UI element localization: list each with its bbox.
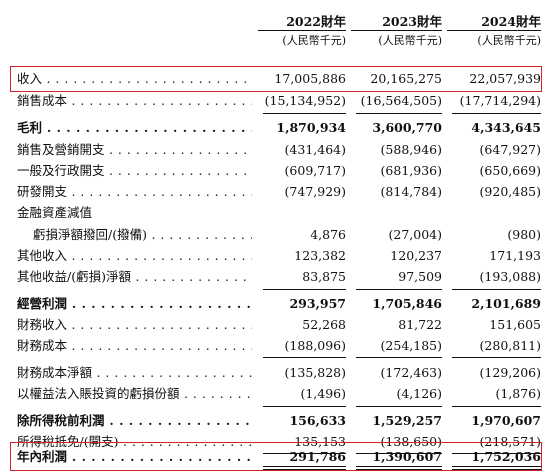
row-gross-profit: 毛利 1,870,934 3,600,770 4,343,645 (0, 118, 550, 138)
subtotal-rule (263, 406, 346, 407)
profit-highlight-box (10, 442, 542, 471)
subtotal-rule (356, 406, 442, 407)
total-double-rule (356, 469, 442, 470)
revenue-highlight-box (10, 66, 542, 92)
row-net-finance-costs: 財務成本淨額 (135,828) (172,463) (129,206) (0, 363, 550, 383)
row-operating-profit: 經營利潤 293,957 1,705,846 2,101,689 (0, 294, 550, 314)
row-equity-method-loss: 以權益法入賬投資的虧損份額 (1,496) (4,126) (1,876) (0, 384, 550, 404)
column-header-2023: 2023財年 (人民幣千元) (351, 0, 442, 49)
subtotal-rule (452, 289, 541, 290)
row-admin-expenses: 一般及行政開支 (609,717) (681,936) (650,669) (0, 161, 550, 181)
column-header-2022: 2022財年 (人民幣千元) (258, 0, 346, 49)
subtotal-rule (356, 357, 442, 358)
total-double-rule (356, 466, 442, 467)
subtotal-rule (452, 453, 541, 454)
row-other-income: 其他收入 123,382 120,237 171,193 (0, 246, 550, 266)
row-rnd-expenses: 研發開支 (747,929) (814,784) (920,485) (0, 182, 550, 202)
column-header-2024: 2024財年 (人民幣千元) (447, 0, 541, 49)
row-selling-expenses: 銷售及營銷開支 (431,464) (588,946) (647,927) (0, 140, 550, 160)
row-impairment-net: 虧損淨額撥回/(撥備) 4,876 (27,004) (980) (0, 225, 550, 245)
row-finance-income: 財務收入 52,268 81,722 151,605 (0, 315, 550, 335)
subtotal-rule (452, 357, 541, 358)
row-profit-before-tax: 除所得稅前利潤 156,633 1,529,257 1,970,607 (0, 411, 550, 431)
row-finance-costs: 財務成本 (188,096) (254,185) (280,811) (0, 336, 550, 356)
subtotal-rule (263, 289, 346, 290)
row-income-tax: 所得稅抵免/(開支) 135,153 (138,650) (218,571) (0, 432, 550, 452)
subtotal-rule (452, 406, 541, 407)
total-double-rule (452, 466, 541, 467)
subtotal-rule (356, 289, 442, 290)
row-profit-for-year: 年內利潤 291,786 1,390,607 1,752,036 (0, 447, 550, 467)
row-cost-of-sales: 銷售成本 (15,134,952) (16,564,505) (17,714,2… (0, 91, 550, 111)
total-double-rule (452, 469, 541, 470)
row-revenue: 收入 17,005,886 20,165,275 22,057,939 (0, 69, 550, 89)
total-double-rule (263, 469, 346, 470)
row-other-gains: 其他收益/(虧損)淨額 83,875 97,509 (193,088) (0, 267, 550, 287)
subtotal-rule (452, 113, 541, 114)
row-impairment-heading: 金融資產減值 (17, 205, 93, 220)
subtotal-rule (263, 113, 346, 114)
table-header: 2022財年 (人民幣千元) 2023財年 (人民幣千元) 2024財年 (人民… (0, 0, 550, 58)
total-double-rule (263, 466, 346, 467)
subtotal-rule (263, 453, 346, 454)
subtotal-rule (356, 113, 442, 114)
subtotal-rule (356, 453, 442, 454)
subtotal-rule (263, 357, 346, 358)
